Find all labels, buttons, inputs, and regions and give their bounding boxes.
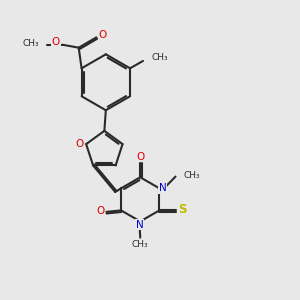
Text: CH₃: CH₃ [132,240,148,249]
Text: O: O [52,37,60,47]
Text: O: O [96,206,105,216]
Text: O: O [98,30,106,40]
Text: N: N [159,183,167,193]
Text: O: O [137,152,145,162]
Text: S: S [178,203,186,216]
Text: CH₃: CH₃ [184,171,200,180]
Text: CH₃: CH₃ [23,39,40,48]
Text: O: O [76,139,84,149]
Text: CH₃: CH₃ [151,53,168,62]
Text: N: N [136,220,143,230]
